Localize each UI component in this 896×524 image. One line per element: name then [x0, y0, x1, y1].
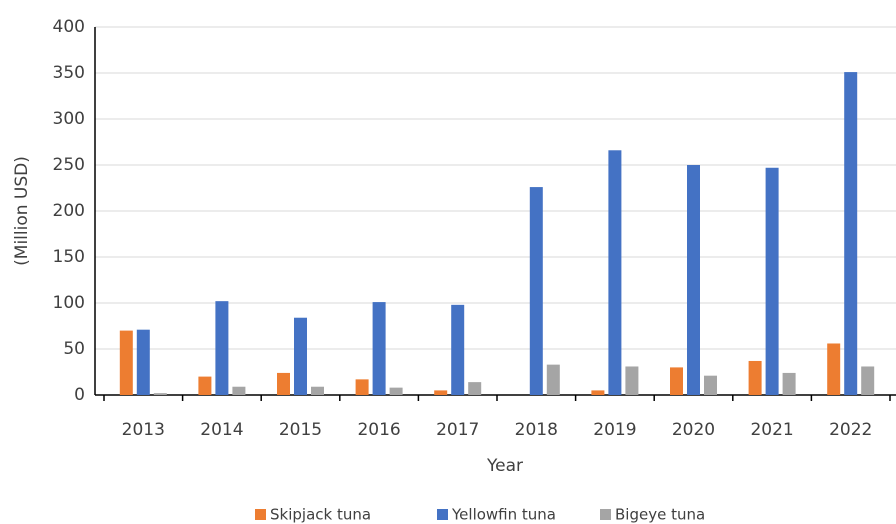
bar — [625, 366, 639, 395]
legend-label: Yellowfin tuna — [451, 506, 556, 524]
y-tick-label: 400 — [53, 17, 85, 37]
bar — [389, 387, 403, 395]
y-tick-label: 250 — [53, 155, 85, 175]
bar — [468, 382, 482, 395]
legend-swatch — [600, 509, 611, 520]
bar — [294, 317, 307, 395]
bar — [748, 360, 762, 395]
bar — [198, 376, 212, 395]
bar — [215, 301, 229, 395]
y-tick-label: 150 — [53, 247, 85, 267]
x-tick-label: 2018 — [515, 420, 558, 440]
bar — [765, 167, 779, 395]
x-tick-label: 2022 — [829, 420, 872, 440]
x-tick-label: 2020 — [672, 420, 715, 440]
legend-swatch — [255, 509, 266, 520]
bar — [782, 372, 796, 395]
bar — [451, 304, 465, 395]
bar — [687, 165, 700, 395]
legend-label: Skipjack tuna — [270, 506, 371, 524]
legend-swatch — [437, 509, 448, 520]
bar — [827, 343, 841, 395]
bar — [119, 330, 133, 395]
x-tick-label: 2021 — [750, 420, 793, 440]
bar — [844, 72, 858, 395]
y-tick-label: 50 — [63, 339, 85, 359]
bar — [136, 329, 150, 395]
bar — [355, 379, 369, 395]
bar — [153, 393, 167, 395]
x-tick-label: 2016 — [357, 420, 400, 440]
x-tick-label: 2015 — [279, 420, 322, 440]
y-tick-label: 350 — [53, 63, 85, 83]
bar — [608, 150, 622, 395]
x-tick-label: 2017 — [436, 420, 479, 440]
bar — [591, 390, 605, 395]
x-tick-label: 2019 — [593, 420, 636, 440]
bar — [434, 390, 448, 395]
bar — [861, 366, 875, 395]
bar — [704, 375, 717, 395]
bar — [529, 187, 543, 395]
bar — [311, 386, 324, 395]
bar — [546, 364, 560, 395]
bar — [670, 367, 683, 395]
y-tick-label: 300 — [53, 109, 85, 129]
y-tick-label: 0 — [74, 385, 85, 405]
x-axis-label: Year — [486, 456, 523, 476]
x-tick-label: 2013 — [122, 420, 165, 440]
y-tick-label: 200 — [53, 201, 85, 221]
x-tick-label: 2014 — [200, 420, 243, 440]
y-axis-label: (Million USD) — [12, 156, 32, 266]
y-tick-label: 100 — [53, 293, 85, 313]
bar — [232, 386, 246, 395]
bar — [277, 372, 290, 395]
bar — [372, 302, 386, 395]
legend-label: Bigeye tuna — [615, 506, 705, 524]
